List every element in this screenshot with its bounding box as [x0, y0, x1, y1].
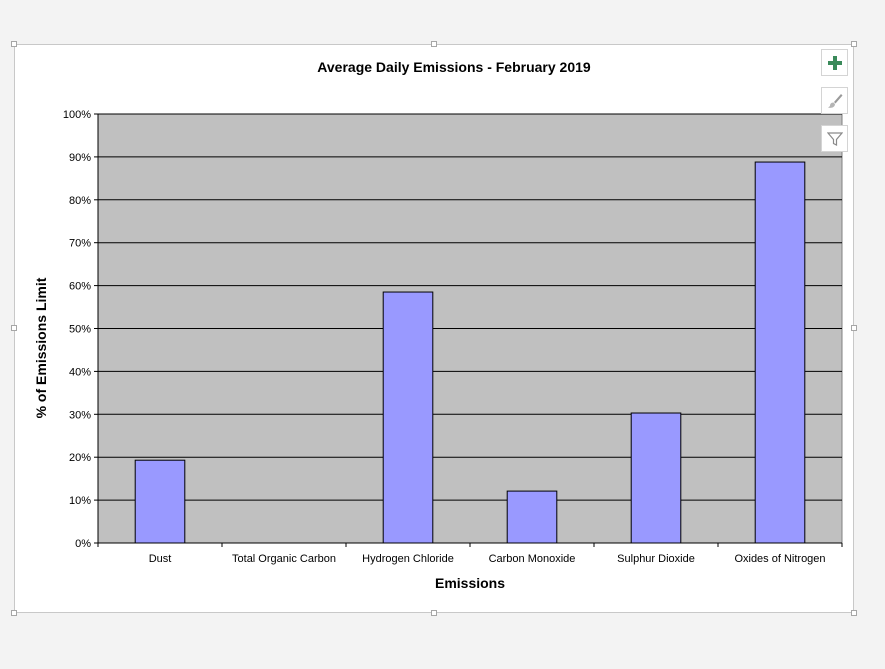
gridlines — [98, 113, 842, 501]
bar — [382, 291, 434, 544]
y-axis-label: % of Emissions Limit — [33, 277, 49, 418]
x-tick-label: Carbon Monoxide — [489, 553, 576, 565]
y-tick-label: 0% — [75, 538, 91, 550]
y-tick-label: 20% — [69, 452, 91, 464]
y-tick-label: 90% — [69, 152, 91, 164]
resize-handle-bottom-left[interactable] — [11, 610, 17, 616]
y-tick-label: 60% — [69, 281, 91, 293]
resize-handle-top[interactable] — [431, 41, 437, 47]
y-tick-labels: 0% 10% 20% 30% 40% 50% 60% 70% 80% 90% 100% — [63, 109, 91, 550]
y-tick-label: 70% — [69, 238, 91, 250]
resize-handle-right[interactable] — [851, 325, 857, 331]
resize-handle-bottom-right[interactable] — [851, 610, 857, 616]
chart-title: Average Daily Emissions - February 2019 — [317, 59, 591, 75]
y-tick-label: 40% — [69, 366, 91, 378]
y-tick-label: 80% — [69, 195, 91, 207]
bar — [134, 459, 186, 544]
bar — [630, 412, 682, 544]
x-tick-label: Total Organic Carbon — [232, 553, 336, 565]
resize-handle-left[interactable] — [11, 325, 17, 331]
bars — [134, 161, 806, 544]
x-tick-labels: Dust Total Organic Carbon Hydrogen Chlorid… — [149, 553, 826, 565]
bar — [754, 161, 806, 544]
y-tick-label: 50% — [69, 324, 91, 336]
resize-handle-top-left[interactable] — [11, 41, 17, 47]
resize-handle-bottom[interactable] — [431, 610, 437, 616]
x-axis-label: Emissions — [435, 575, 505, 591]
x-tick-label: Oxides of Nitrogen — [734, 553, 825, 565]
x-tick-label: Dust — [149, 553, 172, 565]
x-tick-label: Sulphur Dioxide — [617, 553, 695, 565]
filter-icon — [826, 131, 843, 146]
chart-styles-button[interactable] — [821, 87, 848, 114]
x-tick-label: Hydrogen Chloride — [362, 553, 454, 565]
chart-elements-button[interactable] — [821, 49, 848, 76]
brush-icon — [827, 93, 842, 108]
y-tick-label: 10% — [69, 495, 91, 507]
y-tick-label: 30% — [69, 409, 91, 421]
axes — [94, 113, 843, 547]
resize-handle-top-right[interactable] — [851, 41, 857, 47]
plus-icon — [827, 55, 842, 70]
chart-filters-button[interactable] — [821, 125, 848, 152]
y-tick-label: 100% — [63, 109, 91, 121]
bar — [506, 490, 558, 544]
